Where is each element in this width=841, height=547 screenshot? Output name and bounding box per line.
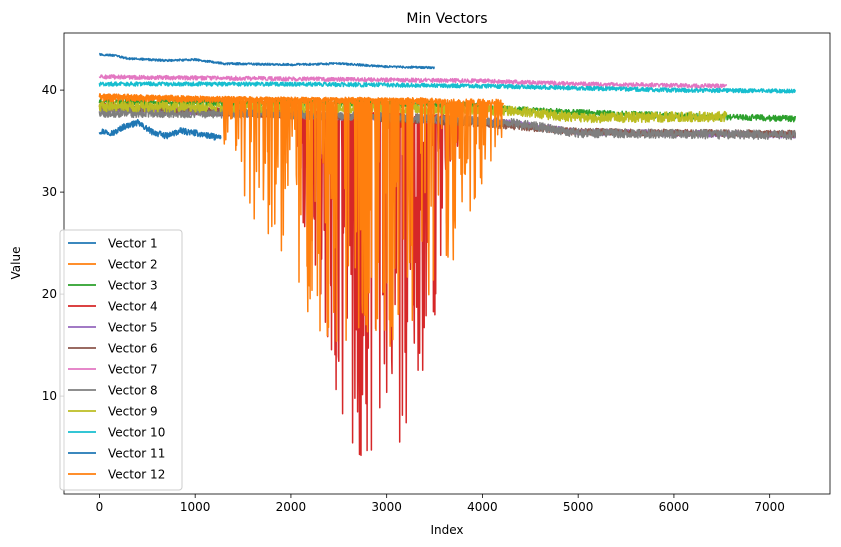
x-tick-label: 3000 [371, 500, 402, 514]
legend-label-8: Vector 8 [108, 384, 158, 398]
series-line-12 [98, 94, 505, 348]
x-tick-label: 6000 [659, 500, 690, 514]
x-tick-label: 7000 [754, 500, 785, 514]
series-line-7 [98, 74, 728, 89]
legend-label-11: Vector 11 [108, 447, 165, 461]
legend-label-3: Vector 3 [108, 279, 158, 293]
legend-label-9: Vector 9 [108, 405, 158, 419]
x-tick-label: 5000 [563, 500, 594, 514]
y-tick-label: 30 [42, 185, 57, 199]
legend-label-5: Vector 5 [108, 321, 158, 335]
x-tick-label: 0 [96, 500, 104, 514]
series-line-11 [99, 52, 435, 70]
legend-frame [59, 229, 183, 491]
legend-label-2: Vector 2 [108, 258, 158, 272]
legend: Vector 1 Vector 2 Vector 3 Vector 4 Vector 5… [59, 229, 183, 491]
legend-label-12: Vector 12 [108, 468, 165, 482]
y-tick-label: 20 [42, 287, 57, 301]
y-axis-label: Value [9, 247, 23, 280]
legend-label-6: Vector 6 [108, 342, 158, 356]
axes-layer: 0 1000 2000 3000 4000 5000 6000 7000 10 20 30 40 [42, 32, 831, 514]
series-line-10 [98, 81, 797, 94]
series-layer [98, 52, 797, 457]
y-tick-label: 40 [42, 83, 57, 97]
legend-label-4: Vector 4 [108, 300, 158, 314]
x-axis-label: Index [430, 523, 463, 537]
legend-label-1: Vector 1 [108, 237, 158, 251]
series-line-1 [98, 118, 222, 141]
y-tick-label: 10 [42, 389, 57, 403]
x-tick-label: 2000 [276, 500, 307, 514]
x-tick-label: 4000 [467, 500, 498, 514]
chart-title: Min Vectors [406, 11, 487, 27]
legend-label-7: Vector 7 [108, 363, 158, 377]
legend-label-10: Vector 10 [108, 426, 165, 440]
x-tick-label: 1000 [180, 500, 211, 514]
